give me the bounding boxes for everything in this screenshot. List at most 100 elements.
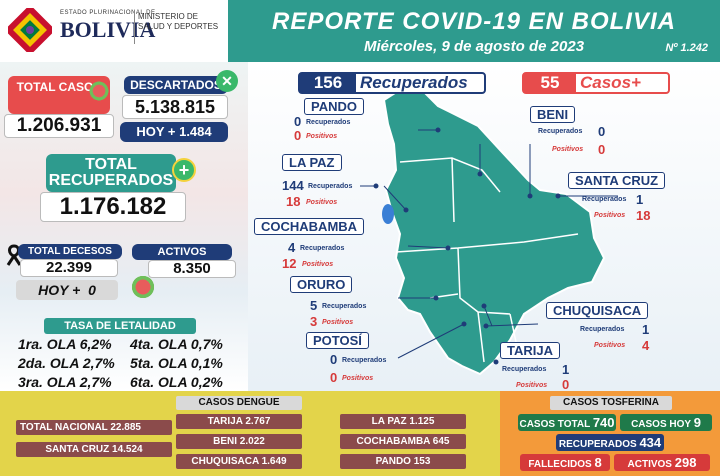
logo-ministerio: MINISTERIO DE SALUD Y DEPORTES (138, 12, 218, 32)
tosferina-casos-hoy-label: CASOS HOY (631, 419, 691, 430)
total-recuperados-label: TOTAL RECUPERADOS (46, 154, 176, 192)
decesos-hoy-value: 0 (88, 282, 96, 298)
activos-label: ACTIVOS (132, 244, 232, 260)
dept-potosi-rec: 0 (330, 352, 338, 367)
dengue-total-nacional: TOTAL NACIONAL 22.885 (16, 420, 172, 435)
total-decesos-label: TOTAL DECESOS (18, 244, 122, 259)
letalidad-ola3: 3ra. OLA 2,7% (18, 374, 112, 390)
logo-ministerio-line1: MINISTERIO DE (138, 12, 199, 21)
descartados-hoy: HOY + 1.484 (120, 122, 228, 142)
tosferina-recuperados-value: 434 (639, 435, 662, 450)
report-number: Nº 1.242 (665, 42, 708, 54)
dept-santacruz-rec: 1 (636, 192, 644, 207)
mourning-ribbon-icon (6, 244, 22, 266)
tosferina-activos-value: 298 (674, 455, 697, 470)
dept-lapaz-rec: 144 (282, 178, 304, 193)
activos-value: 8.350 (148, 260, 236, 278)
tosferina-fallecidos-value: 8 (594, 455, 602, 470)
dept-beni-pos-label: Positivos (552, 146, 584, 153)
dept-tarija-rec: 1 (562, 362, 570, 377)
dept-cochabamba-name: COCHABAMBA (254, 218, 365, 235)
dept-tarija-pos: 0 (562, 377, 570, 392)
dept-chuquisaca-rec: 1 (642, 322, 650, 337)
dept-potosi-name: POTOSÍ (306, 332, 369, 349)
dept-potosi-pos: 0 (330, 370, 338, 385)
dept-beni-rec: 0 (598, 124, 606, 139)
dengue-chuquisaca: CHUQUISACA 1.649 (176, 454, 302, 469)
dept-lapaz-rec-label: Recuperados (308, 183, 353, 190)
dept-lapaz-name: LA PAZ (282, 154, 342, 171)
virus-icon (88, 80, 110, 102)
dept-pando-name: PANDO (304, 98, 364, 115)
virus-icon (130, 274, 156, 300)
report-title: REPORTE COVID-19 EN BOLIVIA (272, 8, 676, 35)
tosferina-casos-hoy: CASOS HOY 9 (620, 414, 712, 431)
tosferina-recuperados: RECUPERADOS 434 (556, 434, 664, 451)
dept-santacruz-rec-label: Recuperados (582, 196, 627, 203)
dept-oruro-rec: 5 (310, 298, 318, 313)
daily-recuperados-tag: 156 Recuperados (298, 72, 486, 94)
total-decesos-value: 22.399 (20, 259, 118, 277)
dept-beni-name: BENI (530, 106, 576, 123)
dept-pando-rec: 0 (294, 114, 302, 129)
dept-tarija-rec-label: Recuperados (502, 366, 547, 373)
tosferina-fallecidos-label: FALLECIDOS (528, 459, 592, 470)
dept-cochabamba-rec: 4 (288, 240, 296, 255)
dengue-la-paz: LA PAZ 1.125 (340, 414, 466, 429)
tosferina-casos-total: CASOS TOTAL 740 (518, 414, 616, 431)
dept-cochabamba-rec-label: Recuperados (300, 245, 345, 252)
tosferina-title: CASOS TOSFERINA (550, 396, 672, 410)
dept-tarija-pos-label: Positivos (516, 382, 548, 389)
bolivia-map (360, 84, 618, 376)
decesos-hoy: HOY + 0 (16, 280, 118, 300)
daily-recuperados-value: 156 (300, 74, 356, 92)
dept-lapaz-pos-label: Positivos (306, 199, 338, 206)
letalidad-ola6: 6ta. OLA 0,2% (130, 374, 223, 390)
bolivia-emblem-icon (8, 8, 52, 52)
dept-santacruz-pos-label: Positivos (594, 212, 626, 219)
dept-oruro-rec-label: Recuperados (322, 303, 367, 310)
logo-ministerio-line2: SALUD Y DEPORTES (138, 22, 219, 31)
report-date: Miércoles, 9 de agosto de 2023 (363, 38, 585, 55)
tosferina-fallecidos: FALLECIDOS 8 (520, 454, 610, 471)
dept-chuquisaca-pos: 4 (642, 338, 650, 353)
dept-chuquisaca-pos-label: Positivos (594, 342, 626, 349)
close-icon: ✕ (216, 70, 238, 92)
dept-oruro-name: ORURO (290, 276, 353, 293)
total-recuperados-value: 1.176.182 (40, 192, 186, 222)
dept-chuquisaca-name: CHUQUISACA (546, 302, 649, 319)
letalidad-ola4: 4ta. OLA 0,7% (130, 336, 223, 352)
dept-oruro-pos: 3 (310, 314, 318, 329)
dept-santacruz-pos: 18 (636, 208, 651, 223)
dept-pando-pos-label: Positivos (306, 133, 338, 140)
dept-potosi-pos-label: Positivos (342, 375, 374, 382)
logo-divider (134, 10, 135, 44)
daily-casos-label: Casos+ (580, 73, 641, 92)
tosferina-casos-total-label: CASOS TOTAL (519, 419, 591, 430)
tosferina-recuperados-label: RECUPERADOS (558, 439, 637, 450)
dept-beni-rec-label: Recuperados (538, 128, 583, 135)
dept-potosi-rec-label: Recuperados (342, 357, 387, 364)
tosferina-casos-hoy-value: 9 (693, 415, 701, 430)
letalidad-ola1: 1ra. OLA 6,2% (18, 336, 112, 352)
dengue-cochabamba: COCHABAMBA 645 (340, 434, 466, 449)
dept-lapaz-pos: 18 (286, 194, 301, 209)
dept-beni-pos: 0 (598, 142, 606, 157)
total-casos-value: 1.206.931 (4, 114, 114, 138)
header-banner (228, 0, 720, 62)
descartados-label: DESCARTADOS (124, 76, 228, 94)
dept-santacruz-name: SANTA CRUZ (568, 172, 666, 189)
dept-oruro-pos-label: Positivos (322, 319, 354, 326)
dengue-beni: BENI 2.022 (176, 434, 302, 449)
logo-estado-text: ESTADO PLURINACIONAL DE (60, 10, 156, 16)
dengue-title: CASOS DENGUE (176, 396, 302, 410)
decesos-hoy-label: HOY + (38, 282, 81, 298)
dept-cochabamba-pos-label: Positivos (302, 261, 334, 268)
letalidad-ola2: 2da. OLA 2,7% (18, 355, 115, 371)
dept-pando-pos: 0 (294, 128, 302, 143)
dengue-pando: PANDO 153 (340, 454, 466, 469)
daily-casos-tag: 55 Casos+ (522, 72, 670, 94)
tosferina-activos: ACTIVOS 298 (614, 454, 710, 471)
dengue-santa-cruz: SANTA CRUZ 14.524 (16, 442, 172, 457)
